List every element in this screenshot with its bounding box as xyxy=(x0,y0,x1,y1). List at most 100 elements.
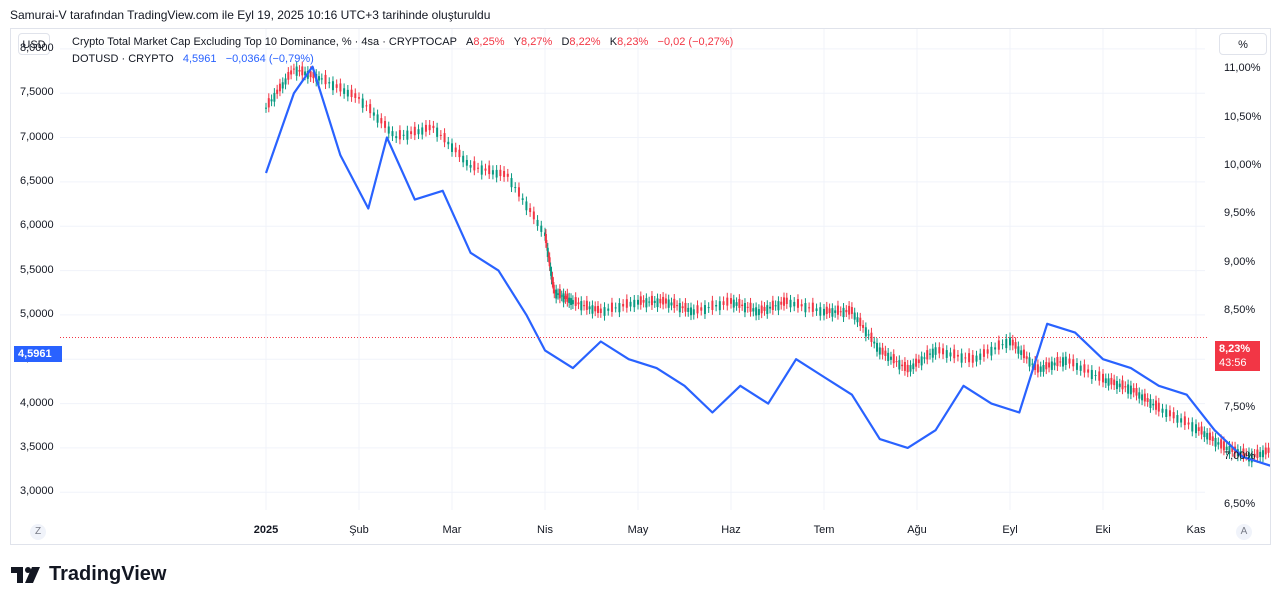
candle-body xyxy=(480,165,483,175)
main-series-name[interactable]: Crypto Total Market Cap Excluding Top 10… xyxy=(72,36,457,48)
candle-body xyxy=(878,347,881,355)
candle-body xyxy=(986,349,989,354)
candle-body xyxy=(439,134,442,136)
chart-canvas[interactable] xyxy=(11,29,1270,544)
right-axis-tick-label: 11,00% xyxy=(1224,62,1261,75)
candle-body xyxy=(823,308,825,316)
candle-body xyxy=(1228,445,1231,455)
right-axis-tick-label: 9,00% xyxy=(1224,255,1256,268)
candle-body xyxy=(730,298,732,304)
left-axis-tick-label: 6,0000 xyxy=(20,219,54,232)
scale-mode-button[interactable]: % xyxy=(1219,33,1267,55)
candle-body xyxy=(881,347,884,355)
candle-body xyxy=(766,305,769,314)
candle-body xyxy=(555,289,558,299)
candle-body xyxy=(898,360,901,370)
candle-body xyxy=(1118,383,1121,388)
candle-body xyxy=(517,187,520,197)
candle-body xyxy=(503,170,506,177)
candle-body xyxy=(540,225,543,232)
candle-body xyxy=(1211,436,1214,441)
candle-body xyxy=(1107,378,1110,386)
candle-body xyxy=(1009,337,1011,346)
candle-body xyxy=(1056,356,1059,367)
candle-body xyxy=(760,305,763,314)
time-axis-tick-label: 2025 xyxy=(253,524,279,536)
candle-body xyxy=(1104,378,1107,384)
auto-scale-toggle[interactable]: A xyxy=(1236,524,1252,540)
candle-body xyxy=(548,257,551,267)
candle-body xyxy=(653,300,656,304)
candle-body xyxy=(484,168,487,171)
candle-body xyxy=(1005,338,1008,349)
log-scale-toggle[interactable]: Z xyxy=(30,524,46,540)
candle-body xyxy=(384,120,387,128)
candle-body xyxy=(1014,342,1017,349)
candle-body xyxy=(599,308,602,314)
candle-body xyxy=(510,178,513,188)
candle-body xyxy=(292,68,295,70)
currency-button[interactable]: USD xyxy=(18,33,50,55)
candle-body xyxy=(1141,394,1144,401)
candle-body xyxy=(1036,364,1039,373)
candle-body xyxy=(749,302,752,312)
tradingview-logo[interactable]: TradingView xyxy=(11,563,166,586)
candle-body xyxy=(462,155,465,163)
candle-body xyxy=(1025,356,1028,359)
right-axis-tick-label: 9,50% xyxy=(1224,207,1256,220)
left-axis-tick-label: 7,5000 xyxy=(20,86,54,99)
candle-body xyxy=(1039,366,1042,372)
candle-body xyxy=(1239,450,1242,456)
candle-body xyxy=(318,76,321,81)
candle-body xyxy=(1183,416,1186,426)
candle-body xyxy=(738,298,741,308)
candle-body xyxy=(614,307,617,309)
candle-body xyxy=(594,306,597,312)
candle-body xyxy=(670,302,673,306)
bar-countdown: 43:56 xyxy=(1219,357,1247,369)
candle-body xyxy=(365,105,368,107)
candle-body xyxy=(1176,415,1179,423)
candle-body xyxy=(1197,427,1200,431)
candle-body xyxy=(703,305,706,315)
candle-body xyxy=(566,293,569,302)
overlay-series-name[interactable]: DOTUSD · CRYPTO xyxy=(72,53,174,65)
candle-body xyxy=(376,114,379,123)
candle-body xyxy=(815,308,818,312)
candle-body xyxy=(570,298,573,305)
candle-body xyxy=(1127,384,1130,394)
candle-body xyxy=(1098,371,1101,381)
candle-body xyxy=(656,298,659,308)
candle-body xyxy=(1001,344,1004,346)
candle-body xyxy=(964,357,967,359)
candle-body xyxy=(1191,422,1194,432)
candle-body xyxy=(732,299,735,308)
candle-body xyxy=(488,165,491,175)
candle-body xyxy=(270,99,273,102)
candle-body xyxy=(684,302,687,312)
candle-body xyxy=(1115,380,1118,390)
candle-body xyxy=(583,305,586,307)
candle-body xyxy=(1143,393,1146,402)
candle-body xyxy=(406,130,409,140)
candle-body xyxy=(424,124,427,132)
left-axis-tick-label: 5,5000 xyxy=(20,263,54,276)
high-value: 8,27% xyxy=(521,36,553,48)
candle-body xyxy=(774,305,777,307)
candle-body xyxy=(324,74,327,85)
candle-body xyxy=(903,361,906,371)
time-axis-tick-label: May xyxy=(627,524,649,536)
candle-body xyxy=(715,304,718,307)
overlay-value: 4,5961 xyxy=(182,53,217,65)
candle-body xyxy=(938,347,941,354)
candle-body xyxy=(1256,449,1259,458)
candle-body xyxy=(1075,363,1078,370)
candle-body xyxy=(707,307,710,309)
candle-body xyxy=(547,256,550,258)
time-axis-tick-label: Şub xyxy=(349,524,369,536)
candle-body xyxy=(1203,431,1206,438)
candle-body xyxy=(1220,439,1223,449)
candle-body xyxy=(298,69,301,72)
candle-body xyxy=(1172,412,1175,419)
low-value: 8,22% xyxy=(569,36,601,48)
